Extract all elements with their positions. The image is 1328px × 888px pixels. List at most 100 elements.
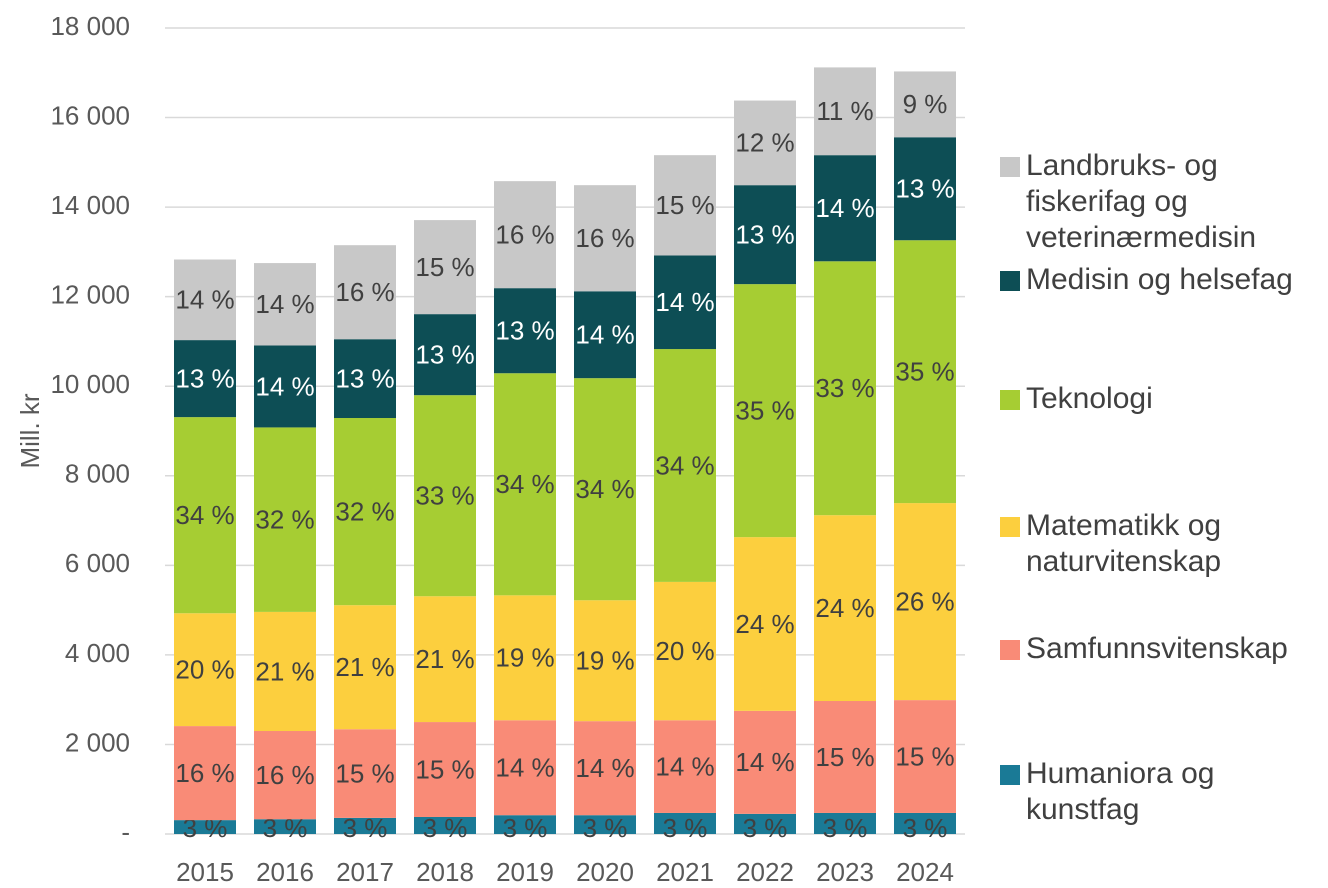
legend-swatch xyxy=(1000,271,1020,291)
y-tick-label: 16 000 xyxy=(50,100,130,130)
bar-segment xyxy=(734,537,796,711)
data-label: 15 % xyxy=(895,741,954,771)
data-label: 16 % xyxy=(335,277,394,307)
data-label: 3 % xyxy=(423,813,468,843)
bar-segment xyxy=(334,729,396,818)
x-tick-label: 2022 xyxy=(736,857,794,887)
bar-segment xyxy=(574,378,636,601)
bar-segment xyxy=(814,155,876,262)
x-tick-label: 2018 xyxy=(416,857,474,887)
bar-segment xyxy=(254,263,316,346)
data-label: 14 % xyxy=(655,751,714,781)
bar-segment xyxy=(574,185,636,292)
y-tick-label: 6 000 xyxy=(65,548,130,578)
bar-segment xyxy=(334,605,396,730)
bar-segment xyxy=(414,722,476,817)
data-label: 14 % xyxy=(255,371,314,401)
data-label: 13 % xyxy=(415,340,474,370)
y-tick-label: - xyxy=(121,817,130,847)
bar-segment xyxy=(574,721,636,816)
chart: Mill. kr - 2 000 4 000 6 000 8 000 10 000 12 0… xyxy=(15,11,965,887)
y-tick-label: 14 000 xyxy=(50,190,130,220)
data-label: 32 % xyxy=(255,505,314,535)
legend-item: Samfunnsvitenskap xyxy=(1000,631,1320,667)
bar-segment xyxy=(174,340,236,418)
x-tick-label: 2016 xyxy=(256,857,314,887)
data-label: 14 % xyxy=(255,289,314,319)
bar-segment xyxy=(334,339,396,419)
legend-label: Landbruks- og fiskerifag og veterinærmed… xyxy=(1026,149,1257,254)
bar-segment xyxy=(334,418,396,606)
bar-segment xyxy=(734,185,796,285)
data-label: 9 % xyxy=(903,89,948,119)
bar-segment xyxy=(494,595,556,721)
bar-segment xyxy=(174,726,236,821)
bar-segment xyxy=(894,240,956,504)
x-tick-label: 2020 xyxy=(576,857,634,887)
data-label: 34 % xyxy=(495,469,554,499)
bar-segment xyxy=(654,720,716,813)
bar-segment xyxy=(254,819,316,834)
x-tick-label: 2023 xyxy=(816,857,874,887)
legend-swatch xyxy=(1000,765,1020,785)
bar-segment xyxy=(894,700,956,813)
data-label: 15 % xyxy=(815,742,874,772)
data-label: 14 % xyxy=(175,285,234,315)
x-tick-label: 2021 xyxy=(656,857,714,887)
data-label: 3 % xyxy=(823,813,868,843)
data-label: 21 % xyxy=(255,656,314,686)
x-tick-label: 2015 xyxy=(176,857,234,887)
legend-label: Humaniora og kunstfag xyxy=(1026,757,1215,826)
x-tick-label: 2019 xyxy=(496,857,554,887)
bar-segment xyxy=(494,181,556,289)
bar-segment xyxy=(574,600,636,722)
data-label: 13 % xyxy=(735,220,794,250)
data-label: 21 % xyxy=(415,644,474,674)
data-label: 24 % xyxy=(815,593,874,623)
bar-segment xyxy=(254,345,316,428)
bar-segment xyxy=(494,288,556,374)
bar-segment xyxy=(894,71,956,138)
bar-segment xyxy=(414,314,476,396)
bar-segment xyxy=(174,613,236,727)
bar-segment xyxy=(894,812,956,834)
data-label: 19 % xyxy=(575,646,634,676)
data-label: 20 % xyxy=(175,655,234,685)
legend-swatch xyxy=(1000,390,1020,410)
data-label: 3 % xyxy=(743,813,788,843)
data-label: 19 % xyxy=(495,643,554,673)
data-label: 16 % xyxy=(255,760,314,790)
data-label: 26 % xyxy=(895,586,954,616)
data-label: 33 % xyxy=(815,373,874,403)
data-label: 12 % xyxy=(735,128,794,158)
legend-item: Teknologi xyxy=(1000,381,1320,417)
data-label: 13 % xyxy=(175,363,234,393)
y-axis-title: Mill. kr xyxy=(15,393,45,468)
data-label: 21 % xyxy=(335,652,394,682)
bar-segment xyxy=(814,67,876,156)
data-label: 34 % xyxy=(655,450,714,480)
bar-segment xyxy=(814,515,876,702)
bar-segment xyxy=(254,427,316,612)
data-label: 13 % xyxy=(495,316,554,346)
data-label: 14 % xyxy=(735,747,794,777)
bar-segment xyxy=(414,596,476,723)
data-label: 34 % xyxy=(575,474,634,504)
data-label: 16 % xyxy=(175,758,234,788)
data-label: 24 % xyxy=(735,609,794,639)
bar-segment xyxy=(334,245,396,340)
bar-segment xyxy=(734,813,796,834)
legend-item: Humaniora og kunstfag xyxy=(1000,756,1320,828)
bar-segment xyxy=(734,710,796,814)
x-tick-label: 2024 xyxy=(896,857,954,887)
data-label: 35 % xyxy=(895,357,954,387)
legend-label: Matematikk og naturvitenskap xyxy=(1026,509,1222,578)
bar-segment xyxy=(174,417,236,614)
y-tick-label: 18 000 xyxy=(50,11,130,41)
data-label: 15 % xyxy=(415,252,474,282)
bar-segment xyxy=(494,720,556,816)
bar-segment xyxy=(894,503,956,701)
legend-swatch xyxy=(1000,157,1020,177)
data-label: 33 % xyxy=(415,481,474,511)
